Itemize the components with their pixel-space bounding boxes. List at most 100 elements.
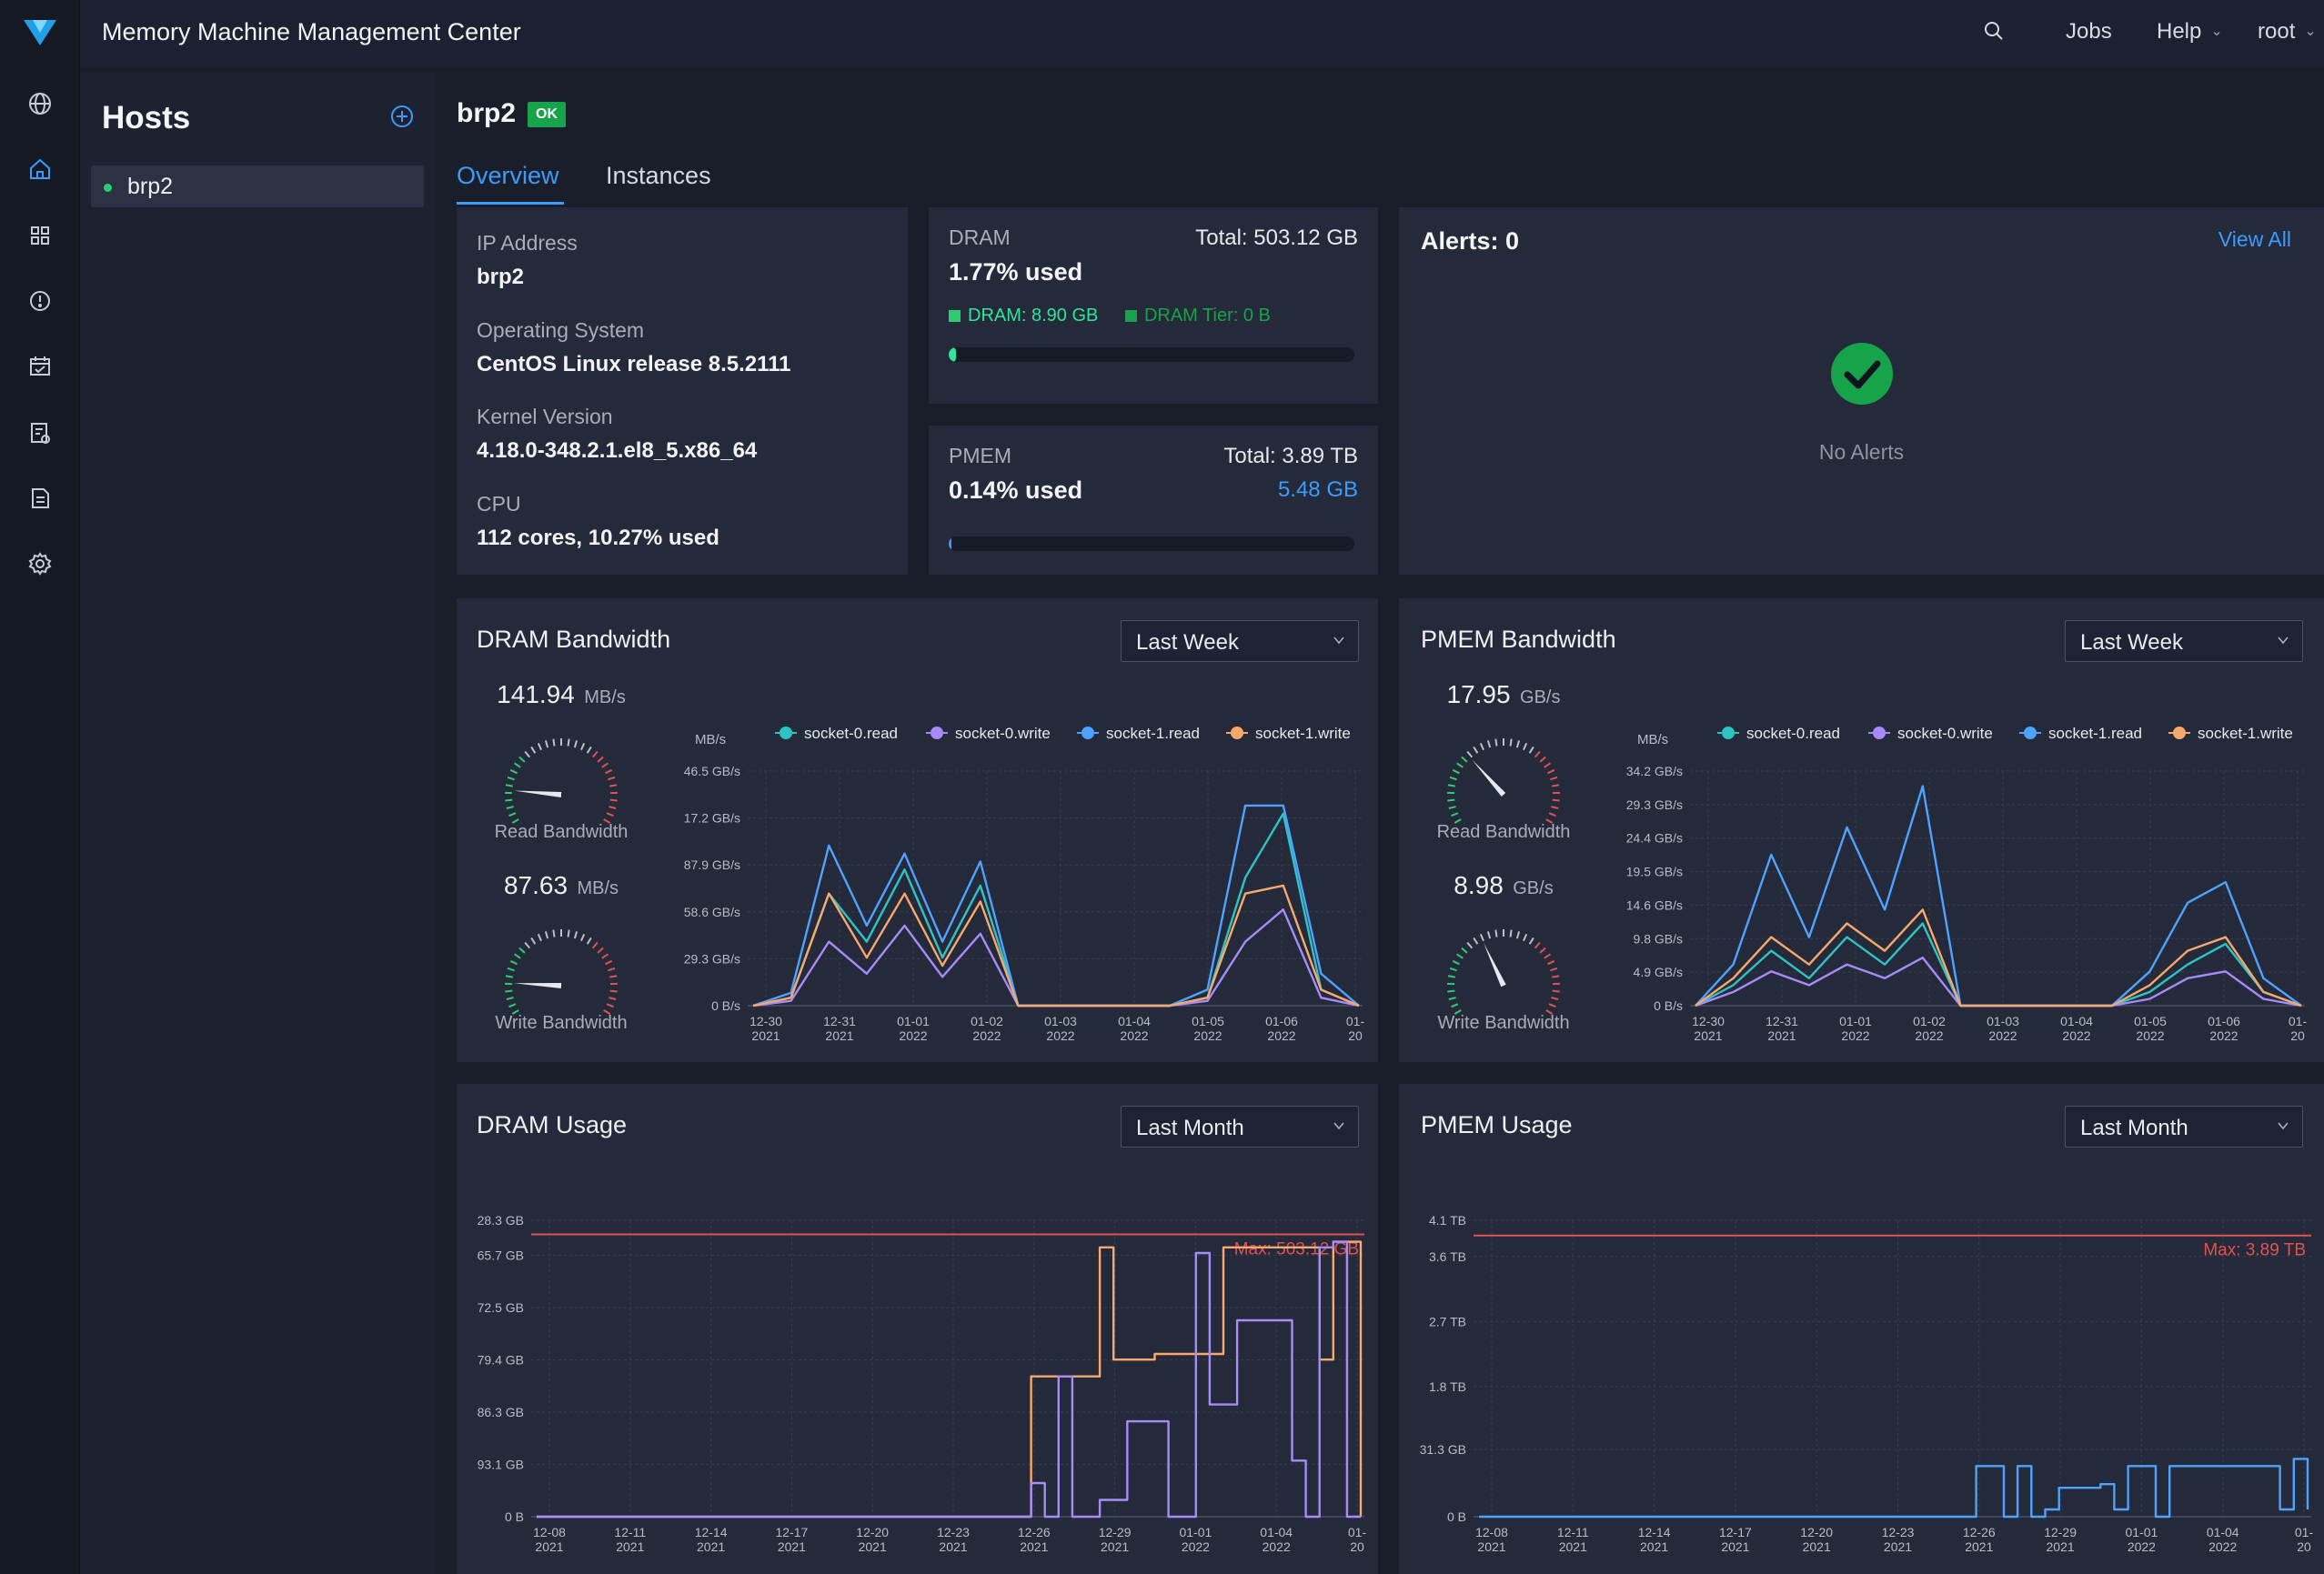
x-tick-label: 2022 bbox=[1915, 1028, 1943, 1043]
gauge-tick bbox=[1473, 937, 1479, 945]
x-tick-label: 12-20 bbox=[856, 1525, 889, 1539]
pmem-usage-range-select[interactable]: Last Month bbox=[2065, 1106, 2303, 1148]
gear-icon[interactable] bbox=[24, 547, 56, 580]
gauge-tick bbox=[601, 762, 609, 768]
x-tick-label: 2022 bbox=[2136, 1028, 2164, 1043]
home-icon[interactable] bbox=[24, 153, 56, 185]
gauge-tick bbox=[1452, 768, 1460, 775]
x-tick-label: 12-29 bbox=[2044, 1525, 2077, 1539]
gauge-tick bbox=[1552, 975, 1560, 978]
x-tick-label: 12-08 bbox=[533, 1525, 566, 1539]
pmem-usage-bar-fill bbox=[949, 536, 951, 551]
gauge-tick bbox=[1452, 959, 1460, 966]
globe-icon[interactable] bbox=[24, 87, 56, 120]
dram-usage-range-select[interactable]: Last Month bbox=[1121, 1106, 1359, 1148]
document-icon[interactable] bbox=[24, 482, 56, 515]
no-alerts-text: No Alerts bbox=[1818, 440, 1905, 464]
gauge-tick bbox=[1551, 997, 1559, 1000]
x-tick-label: 20 bbox=[2297, 1539, 2311, 1554]
gauge-tick bbox=[1454, 1009, 1462, 1015]
gauge-tick bbox=[1466, 941, 1474, 949]
host-info-card: IP Address brp2 Operating System CentOS … bbox=[457, 207, 908, 575]
x-tick-label: 01-04 bbox=[1260, 1525, 1293, 1539]
y-tick-label: 186.3 GB bbox=[477, 1405, 524, 1419]
legend-label[interactable]: socket-0.write bbox=[955, 725, 1051, 742]
x-tick-label: 2022 bbox=[1120, 1028, 1148, 1043]
x-tick-label: 01-06 bbox=[1265, 1014, 1298, 1028]
report-icon[interactable] bbox=[24, 416, 56, 449]
gauge-tick bbox=[1550, 776, 1558, 781]
legend-label[interactable]: socket-1.read bbox=[2048, 725, 2142, 742]
view-all-link[interactable]: View All bbox=[2218, 227, 2291, 251]
legend-label[interactable]: socket-0.write bbox=[1897, 725, 1993, 742]
gauge-tick bbox=[1509, 738, 1513, 747]
user-menu[interactable]: root ⌄ bbox=[2258, 19, 2317, 44]
read-gauge-readout: 17.95 GB/s bbox=[1419, 680, 1588, 709]
alert-icon[interactable] bbox=[24, 285, 56, 317]
dram-usage-title: DRAM Usage bbox=[477, 1111, 628, 1138]
x-tick-label: 2022 bbox=[2209, 1028, 2238, 1043]
x-tick-label: 2021 bbox=[939, 1539, 967, 1554]
gauge-tick bbox=[567, 738, 570, 747]
gauge-tick bbox=[1523, 742, 1528, 751]
x-tick-label: 2021 bbox=[859, 1539, 887, 1554]
series-line-3 bbox=[752, 804, 1360, 1008]
x-tick-label: 2021 bbox=[825, 1028, 853, 1043]
calendar-icon[interactable] bbox=[24, 350, 56, 383]
alerts-card: Alerts: 0 View All No Alerts bbox=[1399, 207, 2324, 575]
search-icon[interactable] bbox=[1983, 20, 2005, 42]
x-tick-label: 12-23 bbox=[1882, 1525, 1915, 1539]
y-tick-label: 34.2 GB/s bbox=[1626, 764, 1683, 778]
pmem-usage-chart: 0 B 931.3 GB 1.8 TB 2.7 TB 3.6 TB 4.1 TB 12-08… bbox=[1419, 1213, 2313, 1554]
gauge-tick bbox=[1552, 798, 1560, 802]
x-tick-label: 01-01 bbox=[2125, 1525, 2158, 1539]
legend-label[interactable]: socket-1.write bbox=[2198, 725, 2293, 742]
x-tick-label: 12-23 bbox=[937, 1525, 970, 1539]
legend-label[interactable]: socket-1.write bbox=[1255, 725, 1351, 742]
jobs-link[interactable]: Jobs bbox=[2066, 19, 2112, 44]
gauge-tick bbox=[524, 941, 531, 949]
host-list-item[interactable]: brp2 bbox=[91, 165, 424, 207]
gauge-tick bbox=[1456, 953, 1464, 959]
tab-instances[interactable]: Instances bbox=[606, 162, 711, 189]
x-tick-label: 01-05 bbox=[2134, 1014, 2167, 1028]
gauge-tick bbox=[1528, 746, 1534, 754]
gauge-tick bbox=[567, 929, 570, 937]
legend-label[interactable]: socket-0.read bbox=[1746, 725, 1840, 742]
chevron-down-icon bbox=[2278, 637, 2289, 645]
gauge-needle bbox=[1484, 942, 1506, 988]
tab-overview[interactable]: Overview bbox=[457, 162, 559, 189]
gauge-tick bbox=[1466, 750, 1474, 758]
y-tick-label: 465.7 GB bbox=[477, 1248, 524, 1263]
app-logo-icon[interactable] bbox=[22, 16, 58, 49]
help-menu[interactable]: Help ⌄ bbox=[2157, 19, 2223, 44]
gauge-tick bbox=[1550, 967, 1558, 972]
read-bandwidth-label: Read Bandwidth bbox=[494, 822, 629, 842]
y-tick-label: 58.6 GB/s bbox=[684, 905, 740, 919]
y-tick-label: 4.1 TB bbox=[1429, 1213, 1466, 1228]
pmem-bandwidth-range-select[interactable]: Last Week bbox=[2065, 620, 2303, 662]
x-tick-label: 2022 bbox=[2062, 1028, 2090, 1043]
write-bandwidth-label: Write Bandwidth bbox=[495, 1013, 628, 1033]
app-title: Memory Machine Management Center bbox=[102, 18, 521, 45]
legend-label[interactable]: socket-1.read bbox=[1106, 725, 1200, 742]
y-tick-label: 2.7 TB bbox=[1429, 1314, 1466, 1328]
dram-usage-card: DRAM Usage Last Month 0 B 93.1 GB 186.3 GB… bbox=[457, 1084, 1378, 1574]
gauge-tick bbox=[609, 975, 618, 978]
gauge-tick bbox=[591, 750, 599, 758]
y-tick-label: 931.3 GB bbox=[1419, 1442, 1466, 1457]
dram-bandwidth-range-select[interactable]: Last Week bbox=[1121, 620, 1359, 662]
gauge-tick bbox=[606, 812, 614, 817]
x-tick-label: 01-01 bbox=[1179, 1525, 1212, 1539]
grid-icon[interactable] bbox=[24, 219, 56, 252]
x-tick-label: 01-06 bbox=[2208, 1014, 2240, 1028]
read-bandwidth-unit: MB/s bbox=[584, 687, 626, 707]
x-tick-label: 01-01 bbox=[897, 1014, 930, 1028]
pmem-bandwidth-title: PMEM Bandwidth bbox=[1421, 626, 1616, 653]
gauge-tick bbox=[1447, 784, 1455, 787]
add-host-icon[interactable] bbox=[389, 104, 415, 129]
gauge-tick bbox=[505, 975, 513, 978]
legend-label[interactable]: socket-0.read bbox=[804, 725, 898, 742]
x-tick-label: 12-31 bbox=[823, 1014, 856, 1028]
os-label: Operating System bbox=[477, 318, 645, 342]
